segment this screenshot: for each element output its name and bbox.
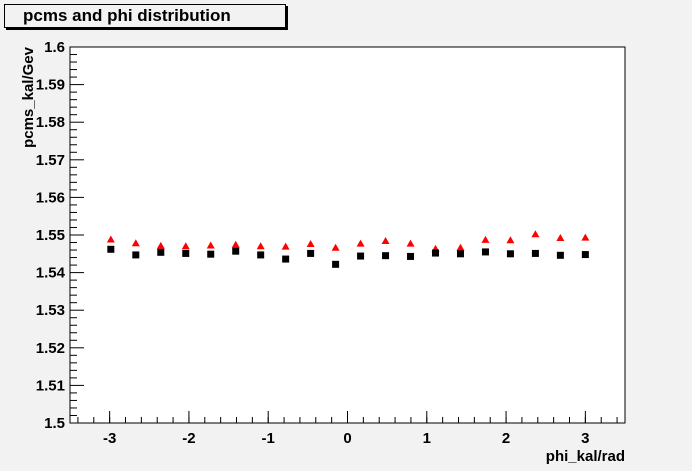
square-point <box>456 250 464 258</box>
y-tick-label: 1.6 <box>44 39 65 56</box>
x-tick-label: -2 <box>182 430 195 447</box>
triangle-point <box>481 235 490 243</box>
triangle-point <box>231 240 240 248</box>
y-tick-label: 1.52 <box>36 340 65 357</box>
triangle-point <box>256 242 265 250</box>
y-tick-label: 1.58 <box>36 114 65 131</box>
square-point <box>132 251 140 259</box>
plot-frame <box>69 46 626 424</box>
triangle-point <box>206 241 215 249</box>
x-tick-label: -1 <box>262 430 275 447</box>
y-axis-ticks: 1.5 1.51 1.52 1.53 1.54 1.55 1.56 1.57 1.58 1.59 1… <box>36 39 84 432</box>
y-tick-label: 1.51 <box>36 377 65 394</box>
triangle-point <box>106 235 115 243</box>
square-point <box>307 249 315 257</box>
x-tick-label: 3 <box>581 430 589 447</box>
triangle-point <box>406 239 415 247</box>
y-tick-label: 1.57 <box>36 152 65 169</box>
square-point <box>107 245 115 253</box>
square-point <box>481 248 489 256</box>
square-point <box>531 249 539 257</box>
chart-title: pcms and phi distribution <box>4 4 286 28</box>
square-point <box>432 249 440 257</box>
data-points <box>106 230 590 268</box>
square-point <box>357 252 365 260</box>
square-point <box>157 248 165 256</box>
y-tick-label: 1.55 <box>36 227 65 244</box>
x-tick-label: 0 <box>343 430 351 447</box>
triangle-point <box>456 243 465 251</box>
square-point <box>207 250 215 258</box>
triangle-point <box>506 236 515 244</box>
square-point <box>182 249 190 257</box>
x-axis-label: phi_kal/rad <box>546 448 625 465</box>
x-tick-label: -3 <box>103 430 116 447</box>
y-axis-label: pcms_kal/Gev <box>20 46 37 148</box>
x-tick-label: 2 <box>502 430 510 447</box>
y-tick-label: 1.54 <box>36 265 66 282</box>
square-point <box>382 252 390 260</box>
square-point <box>581 251 589 259</box>
square-point <box>332 260 340 268</box>
square-point <box>506 250 514 258</box>
triangle-point <box>181 242 190 250</box>
triangle-point <box>306 240 315 248</box>
triangle-point <box>531 230 540 238</box>
y-tick-label: 1.53 <box>36 302 65 319</box>
triangle-point <box>156 241 165 249</box>
triangle-point <box>356 239 365 247</box>
triangle-point <box>281 242 290 250</box>
square-point <box>257 251 265 259</box>
square-point <box>556 251 564 259</box>
square-point <box>232 247 240 255</box>
y-tick-label: 1.59 <box>36 77 65 94</box>
triangle-point <box>331 243 340 251</box>
square-point <box>407 252 415 260</box>
y-tick-label: 1.5 <box>44 415 65 432</box>
x-axis-ticks: -3 -2 -1 0 1 2 3 <box>77 411 618 447</box>
y-tick-label: 1.56 <box>36 189 65 206</box>
triangle-point <box>581 233 590 241</box>
x-tick-label: 1 <box>423 430 431 447</box>
triangle-point <box>131 239 140 247</box>
triangle-point <box>556 234 565 242</box>
square-point <box>282 255 290 263</box>
triangle-point <box>381 237 390 245</box>
